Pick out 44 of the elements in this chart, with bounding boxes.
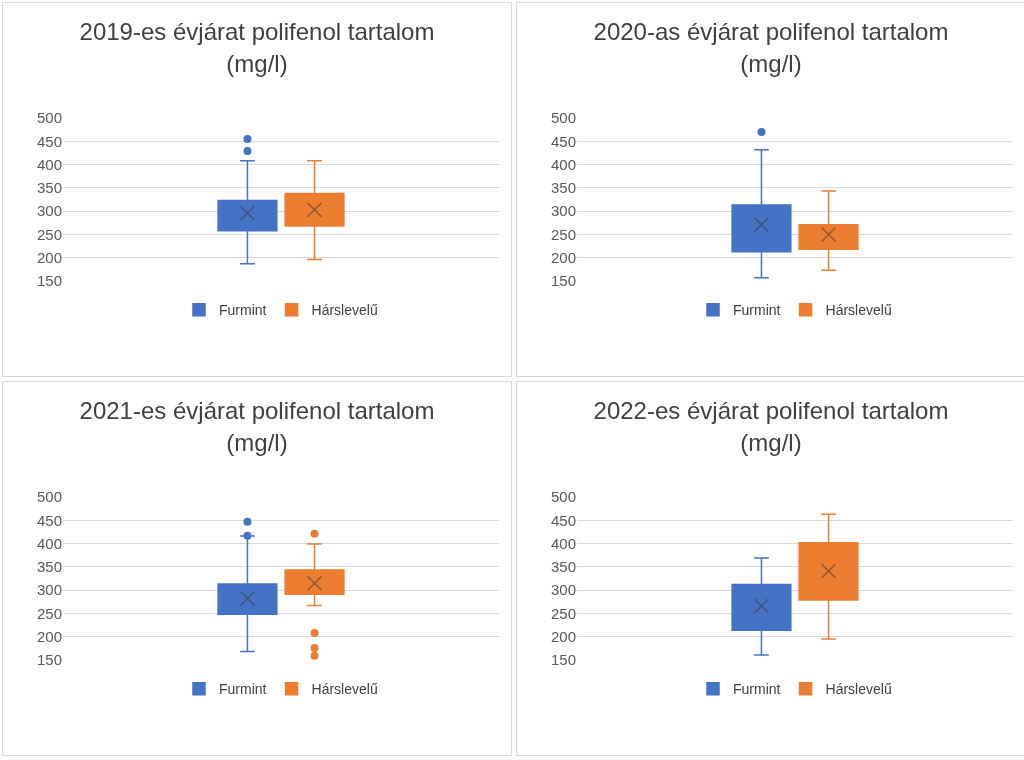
y-tick-label: 200: [36, 248, 62, 266]
chart-title: 2022-es évjárat polifenol tartalom (mg/l): [593, 397, 949, 456]
chart-title: 2019-es évjárat polifenol tartalom (mg/l): [79, 18, 435, 77]
y-tick-label: 400: [36, 534, 62, 552]
legend-label: Hárslevelű: [311, 681, 378, 698]
y-tick-label: 150: [550, 651, 576, 669]
y-tick-label: 250: [36, 604, 62, 622]
y-tick-label: 150: [550, 272, 576, 290]
y-tick-label: 350: [550, 179, 576, 197]
legend-label: Furmint: [219, 302, 267, 319]
y-tick-label: 450: [550, 511, 576, 529]
y-tick-label: 400: [550, 534, 576, 552]
legend-label: Furmint: [733, 302, 781, 319]
y-tick-label: 200: [550, 627, 576, 645]
legend-label: Furmint: [733, 681, 781, 698]
y-tick-label: 350: [36, 558, 62, 576]
y-tick-label: 250: [550, 225, 576, 243]
y-tick-label: 300: [550, 202, 576, 220]
y-tick-label: 450: [36, 132, 62, 150]
y-tick-label: 450: [36, 511, 62, 529]
y-tick-label: 400: [36, 155, 62, 173]
y-tick-label: 500: [36, 109, 62, 127]
y-tick-label: 350: [550, 558, 576, 576]
legend-label: Hárslevelű: [825, 681, 892, 698]
legend-label: Hárslevelű: [311, 302, 378, 319]
y-tick-label: 500: [550, 488, 576, 506]
y-tick-label: 300: [36, 202, 62, 220]
y-tick-label: 450: [550, 132, 576, 150]
y-tick-label: 250: [36, 225, 62, 243]
y-tick-label: 250: [550, 604, 576, 622]
y-tick-label: 150: [36, 272, 62, 290]
y-tick-label: 200: [550, 248, 576, 266]
legend-label: Hárslevelű: [825, 302, 892, 319]
chart-title: 2020-as évjárat polifenol tartalom (mg/l): [593, 18, 949, 77]
y-tick-label: 400: [550, 155, 576, 173]
y-tick-label: 500: [36, 488, 62, 506]
y-tick-label: 150: [36, 651, 62, 669]
y-tick-label: 200: [36, 627, 62, 645]
y-tick-label: 300: [550, 581, 576, 599]
y-tick-label: 500: [550, 109, 576, 127]
y-tick-label: 300: [36, 581, 62, 599]
y-tick-label: 350: [36, 179, 62, 197]
legend-label: Furmint: [219, 681, 267, 698]
chart-title: 2021-es évjárat polifenol tartalom (mg/l): [79, 397, 435, 456]
